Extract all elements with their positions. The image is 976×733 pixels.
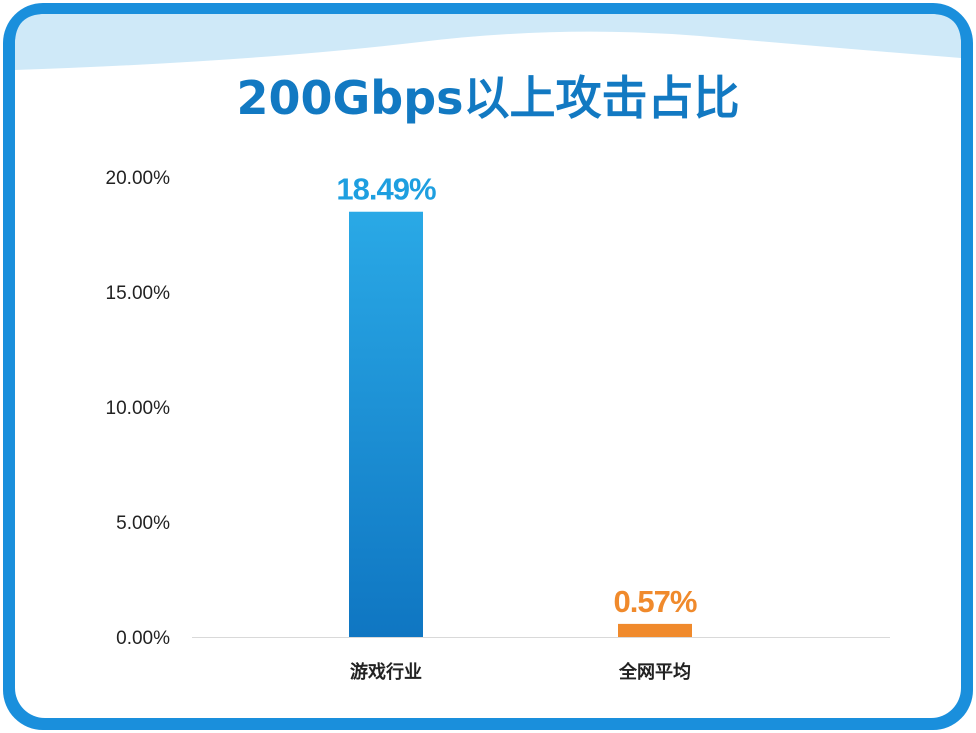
y-tick-label: 20.00% [106,168,171,189]
x-category-label: 全网平均 [618,661,691,682]
inner-panel [15,14,961,718]
chart-area: 0.00% 5.00% 10.00% 15.00% 20.00% 18.49% 游戏行业 0.… [106,168,890,682]
bar-value-label: 18.49% [336,172,436,207]
bar [618,623,692,637]
y-tick-label: 10.00% [106,398,171,419]
bar-value-label: 0.57% [614,584,697,619]
header-wave [15,14,961,70]
x-category-label: 游戏行业 [350,661,422,682]
y-tick-label: 15.00% [106,283,171,304]
y-tick-label: 0.00% [116,628,170,649]
y-tick-label: 5.00% [116,513,170,534]
chart-title: 200Gbps以上攻击占比 [236,71,740,125]
bar [349,211,423,638]
